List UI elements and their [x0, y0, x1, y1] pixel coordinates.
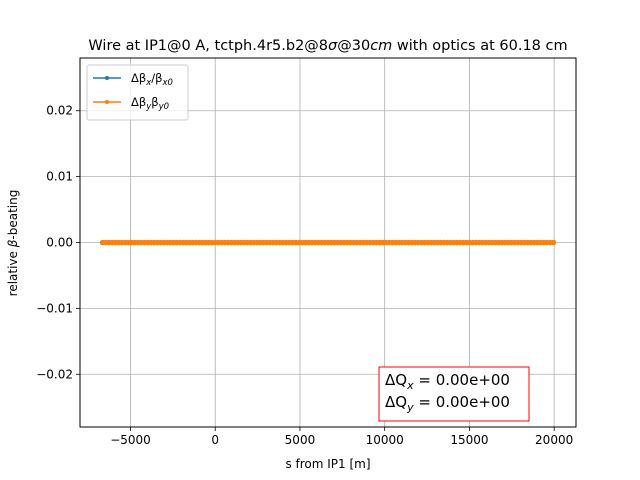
y-tick-label: 0.02	[46, 104, 73, 118]
legend-entry-series-1: Δβx/βx0	[93, 71, 173, 88]
legend-label-series-1: Δβx/βx0	[131, 71, 173, 88]
y-axis-ticks: −0.02 −0.01 0.00 0.01 0.02	[36, 104, 80, 381]
x-tick-label: 10000	[366, 433, 404, 447]
x-tick-label: 20000	[535, 433, 573, 447]
series-point	[550, 239, 557, 246]
x-tick-label: 0	[211, 433, 219, 447]
chart-title: Wire at IP1@0 A, tctph.4r5.b2@8σ@30cm wi…	[88, 38, 567, 54]
annotation-line-qx: ΔQx = 0.00e+00	[385, 371, 510, 392]
x-tick-label: −5000	[110, 433, 151, 447]
legend-label-series-2: Δβyβy0	[131, 95, 169, 112]
x-tick-label: 15000	[450, 433, 488, 447]
y-tick-label: −0.01	[36, 301, 73, 315]
series-layer	[99, 239, 557, 246]
y-tick-label: 0.01	[46, 170, 73, 184]
x-axis-label: s from IP1 [m]	[285, 457, 370, 471]
series-2	[99, 239, 557, 246]
y-axis-label: relative β-beating	[6, 190, 20, 297]
x-axis-ticks: −5000 0 5000 10000 15000 20000	[110, 427, 573, 447]
legend-marker-series-1	[105, 76, 109, 80]
legend-marker-series-2	[105, 100, 109, 104]
legend: Δβx/βx0 Δβyβy0	[86, 64, 189, 121]
tune-shift-annotation: ΔQx = 0.00e+00 ΔQy = 0.00e+00	[378, 366, 530, 422]
annotation-line-qy: ΔQy = 0.00e+00	[385, 393, 510, 414]
y-tick-label: 0.00	[46, 236, 73, 250]
x-tick-label: 5000	[285, 433, 316, 447]
annotation-box	[378, 366, 530, 422]
legend-entry-series-2: Δβyβy0	[93, 95, 169, 112]
plot-area: −5000 0 5000 10000 15000 20000 −0.02 −0.01 0.00…	[36, 57, 577, 447]
y-tick-label: −0.02	[36, 367, 73, 381]
